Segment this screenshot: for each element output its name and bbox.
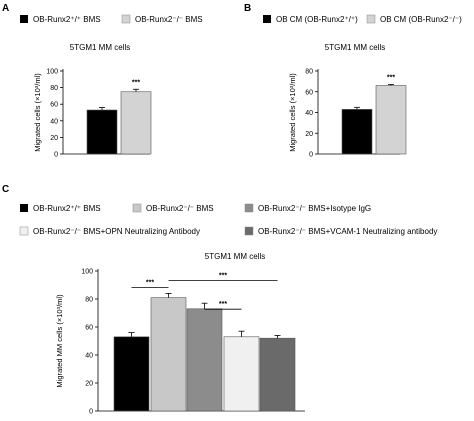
legend-swatch-c-3	[245, 204, 253, 212]
legend-label-b-1: OB CM (OB-Runx2⁺/⁺)	[276, 15, 358, 24]
y-tick-label: 80	[305, 69, 313, 76]
bar	[342, 109, 372, 154]
y-tick-label: 100	[81, 269, 93, 276]
y-tick-label: 80	[50, 85, 58, 92]
bar	[187, 309, 222, 411]
y-tick-label: 40	[85, 353, 93, 360]
legend-swatch-b-1	[263, 15, 271, 23]
y-tick-label: 60	[50, 102, 58, 109]
bar	[224, 337, 259, 411]
bar	[87, 110, 117, 154]
bar	[376, 86, 406, 154]
legend-swatch-c-4	[20, 227, 28, 235]
y-tick-label: 60	[305, 89, 313, 96]
panel-c: C OB-Runx2⁺/⁺ BMS OB-Runx2⁻/⁻ BMS OB-Run…	[2, 184, 437, 416]
y-tick-label: 40	[305, 110, 313, 117]
significance-label: ***	[219, 301, 227, 308]
panel-b: B OB CM (OB-Runx2⁺/⁺) OB CM (OB-Runx2⁻/⁻…	[244, 3, 462, 159]
bar	[114, 337, 149, 411]
panel-a: A OB-Runx2⁺/⁺ BMS OB-Runx2⁻/⁻ BMS 5TGM1 …	[2, 3, 203, 159]
y-tick-label: 100	[46, 69, 58, 76]
legend-swatch-b-2	[367, 15, 375, 23]
legend-label-a-2: OB-Runx2⁻/⁻ BMS	[135, 15, 203, 24]
legend-swatch-c-1	[20, 204, 28, 212]
y-axis-label: Migrated MM cells (×10³/ml)	[55, 294, 64, 388]
y-axis-label: Migrated cells (×10³/ml)	[288, 73, 297, 152]
y-axis-label: Migrated cells (×10³/ml)	[33, 73, 42, 152]
y-tick-label: 20	[305, 131, 313, 138]
y-tick-label: 0	[54, 152, 58, 159]
legend-label-c-5: OB-Runx2⁻/⁻ BMS+VCAM-1 Neutralizing anti…	[258, 227, 437, 236]
chart-title: 5TGM1 MM cells	[70, 43, 130, 52]
significance-label: ***	[219, 272, 227, 279]
chart-title: 5TGM1 MM cells	[205, 252, 265, 261]
legend-label-a-1: OB-Runx2⁺/⁺ BMS	[33, 15, 101, 24]
legend-swatch-a-2	[122, 15, 130, 23]
legend-label-b-2: OB CM (OB-Runx2⁻/⁻)	[380, 15, 462, 24]
legend-label-c-1: OB-Runx2⁺/⁺ BMS	[33, 204, 101, 213]
panel-letter-c: C	[2, 184, 9, 195]
y-tick-label: 20	[85, 381, 93, 388]
chart-c: 5TGM1 MM cells Migrated MM cells (×10³/ml…	[55, 252, 305, 416]
legend-swatch-a-1	[20, 15, 28, 23]
chart-a: 5TGM1 MM cells Migrated cells (×10³/ml) 0 2…	[33, 43, 151, 159]
y-tick-label: 0	[89, 409, 93, 416]
significance-label: ***	[146, 279, 154, 286]
legend-label-c-3: OB-Runx2⁻/⁻ BMS+Isotype IgG	[258, 204, 371, 213]
legend-swatch-c-5	[245, 227, 253, 235]
y-tick-label: 20	[50, 135, 58, 142]
significance-label: ***	[132, 79, 140, 86]
y-tick-label: 60	[85, 325, 93, 332]
y-tick-label: 40	[50, 118, 58, 125]
legend-label-c-2: OB-Runx2⁻/⁻ BMS	[146, 204, 214, 213]
legend-swatch-c-2	[133, 204, 141, 212]
chart-b: 5TGM1 MM cells Migrated cells (×10³/ml) 0 2…	[288, 43, 406, 159]
panel-letter-a: A	[2, 3, 9, 14]
legend-label-c-4: OB-Runx2⁻/⁻ BMS+OPN Neutralizing Antibod…	[33, 227, 200, 236]
y-tick-label: 0	[309, 152, 313, 159]
y-tick-label: 80	[85, 297, 93, 304]
bar	[151, 298, 186, 411]
bar	[121, 92, 151, 154]
chart-title: 5TGM1 MM cells	[325, 43, 385, 52]
significance-label: ***	[387, 74, 395, 81]
bar	[260, 338, 295, 411]
panel-letter-b: B	[244, 3, 251, 14]
